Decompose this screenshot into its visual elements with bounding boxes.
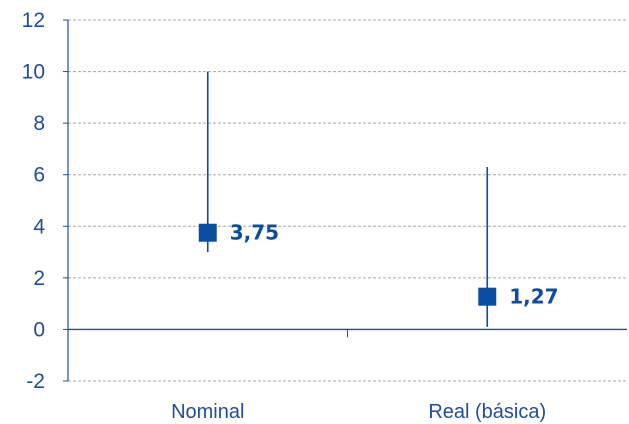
data-label: 3,75	[230, 221, 279, 245]
y-tick-label: 12	[22, 9, 45, 32]
axes	[63, 19, 627, 382]
data-point-marker	[478, 287, 497, 306]
y-tick-label: -2	[26, 370, 45, 393]
grid-lines	[68, 19, 627, 382]
y-tick-label: 6	[33, 164, 45, 187]
data-point-marker	[198, 223, 217, 242]
x-category-label: Nominal	[171, 401, 244, 423]
y-tick-label: 0	[33, 318, 45, 341]
y-tick-label: 2	[33, 267, 45, 290]
data-label: 1,27	[509, 285, 558, 309]
data-series: 3,75 1,27	[198, 71, 559, 327]
x-category-labels: Nominal Real (básica)	[171, 401, 546, 423]
x-category-label: Real (básica)	[428, 401, 546, 423]
y-tick-label: 8	[33, 112, 45, 135]
y-tick-labels: -2 0 2 4 6 8 10 12	[22, 9, 46, 393]
y-tick-label: 10	[22, 61, 45, 84]
y-tick-label: 4	[33, 215, 45, 238]
